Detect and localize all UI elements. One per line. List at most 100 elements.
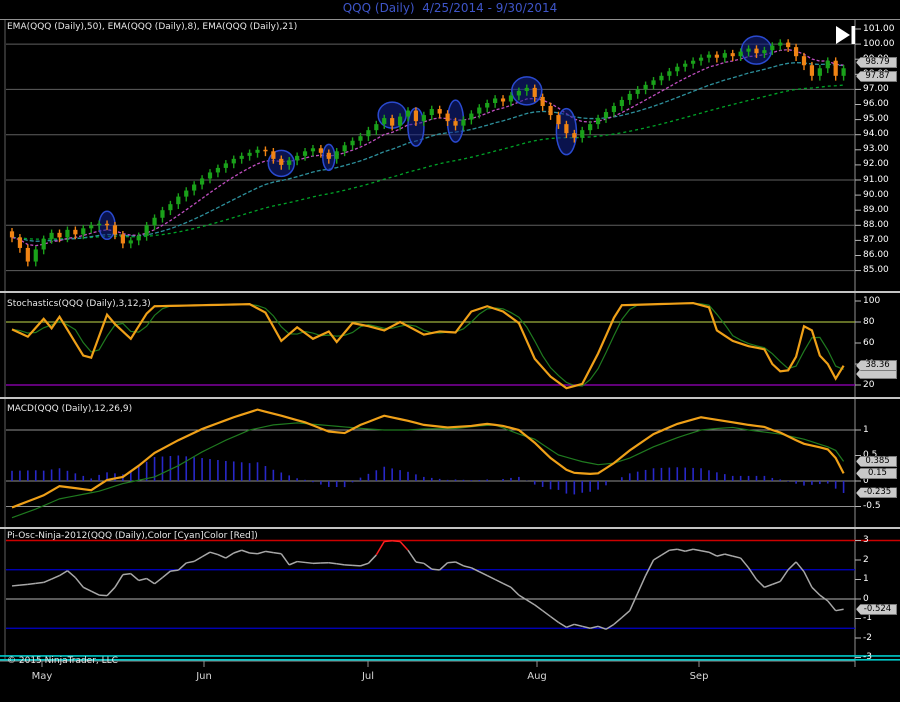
macd-axis-label: -0.5 (863, 502, 881, 511)
candle-body (548, 106, 552, 115)
candle-body (683, 64, 687, 67)
candle-body (438, 109, 442, 114)
piosc-axis-label: 1 (863, 575, 869, 584)
candle-body (358, 136, 362, 141)
chart-canvas[interactable] (0, 0, 900, 702)
piosc-line-segment (162, 571, 170, 577)
value-badge: 98.79 (856, 57, 897, 68)
candle-body (34, 249, 38, 261)
piosc-line-segment (566, 624, 574, 627)
candle-body (129, 240, 133, 243)
piosc-line-segment (258, 551, 266, 553)
candle-body (160, 210, 164, 218)
value-badge: 0.385 (856, 456, 897, 467)
piosc-line-segment (788, 562, 796, 570)
candle-body (327, 153, 331, 159)
piosc-line-segment (669, 549, 677, 550)
candle-body (137, 236, 141, 241)
piosc-line-segment (701, 551, 709, 552)
candle-body (461, 120, 465, 126)
piosc-line-segment (226, 553, 234, 558)
candle-body (675, 67, 679, 72)
piosc-line-segment (820, 595, 828, 601)
piosc-line-segment (202, 552, 210, 557)
piosc-line-segment (107, 587, 115, 595)
month-label: Aug (527, 672, 547, 682)
candle-body (248, 153, 252, 156)
price-axis-label: 97.00 (863, 85, 889, 94)
candle-body (525, 88, 529, 91)
piosc-axis-label: 0 (863, 595, 869, 604)
price-axis-label: 94.00 (863, 130, 889, 139)
candle-body (453, 121, 457, 126)
piosc-line-segment (416, 562, 424, 563)
piosc-line-segment (614, 618, 622, 625)
stochastics-axis-label: 100 (863, 297, 880, 306)
candle-body (145, 225, 149, 236)
piosc-line-segment (52, 576, 60, 579)
piosc-line-segment (250, 553, 258, 554)
candle-body (65, 230, 69, 238)
candle-body (477, 108, 481, 114)
price-axis-label: 100.00 (863, 40, 895, 49)
piosc-line-segment (242, 550, 250, 553)
piosc-line-segment (289, 562, 297, 565)
piosc-line-segment (329, 563, 337, 564)
piosc-line-segment (741, 558, 749, 568)
price-axis-label: 93.00 (863, 145, 889, 154)
candle-body (826, 61, 830, 69)
piosc-line-segment (36, 582, 44, 583)
price-axis-label: 87.00 (863, 236, 889, 245)
piosc-line-segment (44, 579, 52, 582)
piosc-line-segment (527, 600, 535, 605)
piosc-line-segment (654, 555, 662, 560)
candle-body (802, 56, 806, 65)
piosc-line-segment (384, 541, 392, 542)
candle-body (588, 124, 592, 130)
candle-body (485, 103, 489, 108)
piosc-line-segment (424, 563, 432, 569)
price-axis-label: 95.00 (863, 115, 889, 124)
piosc-line-segment (535, 605, 543, 611)
candle-body (184, 191, 188, 197)
piosc-line-segment (495, 580, 503, 584)
value-badge: 97.87 (856, 71, 897, 82)
piosc-line-segment (210, 552, 218, 554)
piosc-line-segment (131, 574, 139, 581)
candle-body (279, 159, 283, 165)
candle-body (430, 109, 434, 115)
candle-body (208, 172, 212, 178)
piosc-line-segment (20, 584, 28, 585)
piosc-line-segment (717, 554, 725, 556)
candle-body (232, 159, 236, 164)
piosc-line-segment (622, 611, 630, 618)
piosc-axis-label: 2 (863, 556, 869, 565)
stochastics-axis-label: 80 (863, 318, 874, 327)
candle-body (390, 118, 394, 126)
month-label: Jun (196, 672, 212, 682)
candle-body (699, 58, 703, 61)
candle-body (818, 68, 822, 76)
go-to-end-icon[interactable] (834, 24, 858, 46)
piosc-line-segment (448, 562, 456, 563)
candle-body (406, 111, 410, 117)
candle-body (446, 114, 450, 122)
piosc-line-segment (764, 584, 772, 587)
piosc-line-segment (543, 611, 551, 617)
value-badge: -0.524 (856, 604, 897, 615)
candle-body (707, 55, 711, 58)
candle-body (255, 150, 259, 153)
candle-body (667, 71, 671, 76)
piosc-line-segment (368, 555, 376, 563)
candle-body (26, 248, 30, 262)
piosc-line-segment (828, 601, 836, 611)
piosc-line-segment (376, 541, 384, 554)
piosc-line-segment (12, 585, 20, 586)
piosc-axis-label: -2 (863, 634, 872, 643)
candle-body (770, 46, 774, 51)
piosc-axis-label: -3 (863, 653, 872, 662)
piosc-line-segment (194, 557, 202, 562)
piosc-line-segment (28, 583, 36, 584)
piosc-line-segment (551, 617, 559, 623)
candle-body (556, 115, 560, 124)
